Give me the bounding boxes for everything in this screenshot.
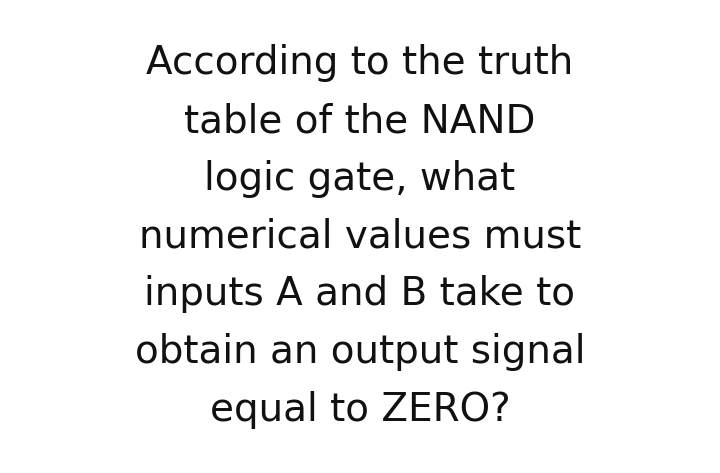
Text: obtain an output signal: obtain an output signal — [135, 333, 585, 371]
Text: According to the truth: According to the truth — [146, 44, 574, 82]
Text: equal to ZERO?: equal to ZERO? — [210, 391, 510, 429]
Text: inputs A and B take to: inputs A and B take to — [145, 275, 575, 313]
Text: table of the NAND: table of the NAND — [184, 102, 536, 140]
Text: numerical values must: numerical values must — [139, 218, 581, 255]
Text: logic gate, what: logic gate, what — [204, 160, 516, 198]
